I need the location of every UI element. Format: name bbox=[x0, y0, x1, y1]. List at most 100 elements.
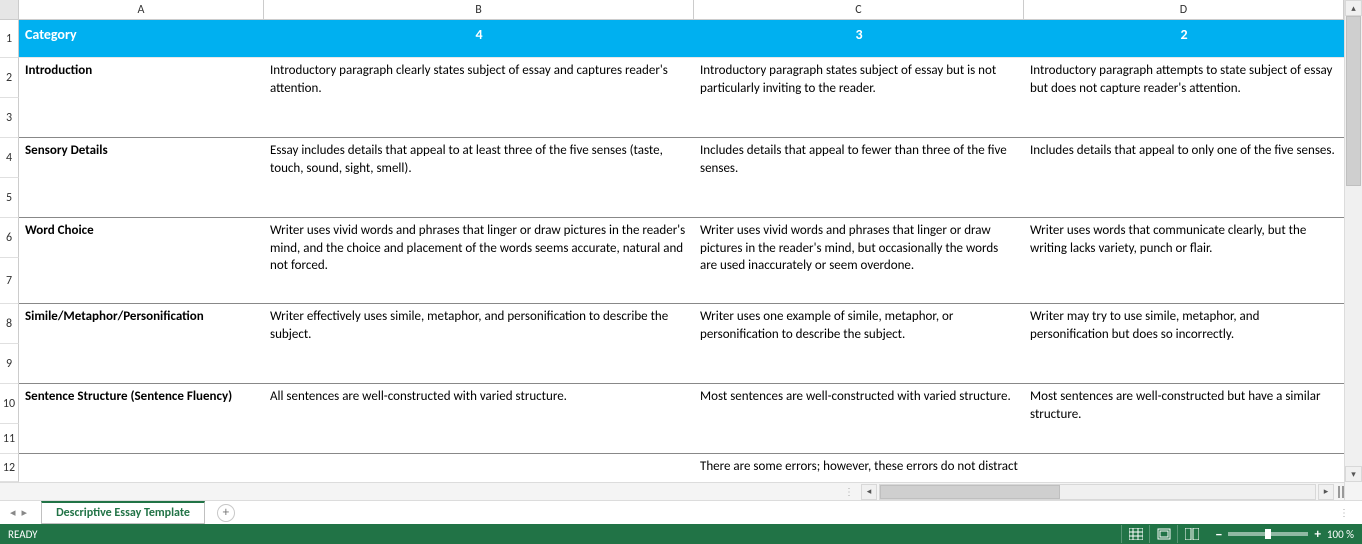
header-score-4[interactable]: 4 bbox=[264, 20, 694, 57]
category-cell[interactable]: Sentence Structure (Sentence Fluency) bbox=[19, 384, 264, 424]
status-ready-label: READY bbox=[8, 528, 1121, 541]
tab-nav-next-icon[interactable]: ▸ bbox=[22, 506, 28, 519]
rubric-cell[interactable]: Essay includes details that appeal to at… bbox=[264, 138, 694, 178]
row-header-5[interactable]: 5 bbox=[0, 178, 19, 218]
rubric-cell[interactable] bbox=[19, 344, 264, 383]
rubric-cell[interactable] bbox=[694, 178, 1024, 217]
column-header-D[interactable]: D bbox=[1024, 0, 1344, 20]
view-normal-button[interactable] bbox=[1121, 525, 1149, 543]
category-cell[interactable]: Sensory Details bbox=[19, 138, 264, 178]
rubric-cell[interactable] bbox=[19, 178, 264, 217]
cells-area[interactable]: Category432IntroductionIntroductory para… bbox=[19, 20, 1344, 482]
view-page-break-button[interactable] bbox=[1177, 525, 1205, 543]
row-header-8[interactable]: 8 bbox=[0, 304, 19, 344]
rubric-cell[interactable] bbox=[19, 258, 264, 303]
hscroll-thumb[interactable] bbox=[880, 485, 1060, 499]
rubric-cell[interactable]: Writer uses one example of simile, metap… bbox=[694, 304, 1024, 344]
table-row: Simile/Metaphor/PersonificationWriter ef… bbox=[19, 304, 1344, 344]
rubric-cell[interactable]: Includes details that appeal to fewer th… bbox=[694, 138, 1024, 178]
rubric-cell[interactable] bbox=[1024, 454, 1344, 482]
rubric-cell[interactable]: Writer may try to use simile, metaphor, … bbox=[1024, 304, 1344, 344]
status-bar: READY − + 100 % bbox=[0, 524, 1362, 544]
header-score-2[interactable]: 2 bbox=[1024, 20, 1344, 57]
table-row: Sensory DetailsEssay includes details th… bbox=[19, 138, 1344, 178]
category-cell[interactable]: Introduction bbox=[19, 58, 264, 98]
header-category[interactable]: Category bbox=[19, 20, 264, 57]
row-header-4[interactable]: 4 bbox=[0, 138, 19, 178]
category-cell[interactable] bbox=[19, 454, 264, 482]
rubric-cell[interactable] bbox=[1024, 178, 1344, 217]
grid-icon bbox=[1129, 528, 1143, 540]
column-header-A[interactable]: A bbox=[19, 0, 264, 20]
sheet-tabs-bar: ◂ ▸ Descriptive Essay Template + ⋮ bbox=[0, 500, 1362, 524]
rubric-cell[interactable] bbox=[19, 424, 264, 453]
row-header-10[interactable]: 10 bbox=[0, 384, 19, 424]
rubric-cell[interactable] bbox=[264, 454, 694, 482]
rubric-cell[interactable] bbox=[1024, 424, 1344, 453]
row-header-9[interactable]: 9 bbox=[0, 344, 19, 384]
row-header-3[interactable]: 3 bbox=[0, 98, 19, 138]
vscroll-down-button[interactable]: ▾ bbox=[1345, 466, 1362, 482]
zoom-control: − + 100 % bbox=[1215, 526, 1354, 543]
hscroll-left-button[interactable]: ◂ bbox=[861, 484, 877, 500]
rubric-cell[interactable]: Includes details that appeal to only one… bbox=[1024, 138, 1344, 178]
rubric-cell[interactable] bbox=[694, 344, 1024, 383]
zoom-in-button[interactable]: + bbox=[1314, 527, 1320, 542]
rubric-cell[interactable] bbox=[264, 258, 694, 303]
rubric-cell[interactable]: Writer effectively uses simile, metaphor… bbox=[264, 304, 694, 344]
zoom-slider-handle[interactable] bbox=[1265, 529, 1271, 539]
add-sheet-button[interactable]: + bbox=[217, 504, 235, 522]
row-header-12[interactable]: 12 bbox=[0, 454, 19, 482]
rubric-cell[interactable]: Introductory paragraph clearly states su… bbox=[264, 58, 694, 98]
rubric-cell[interactable] bbox=[264, 178, 694, 217]
view-page-layout-button[interactable] bbox=[1149, 525, 1177, 543]
vscroll-up-button[interactable]: ▴ bbox=[1345, 0, 1362, 16]
row-header-7[interactable]: 7 bbox=[0, 258, 19, 304]
rubric-cell[interactable] bbox=[694, 98, 1024, 137]
tab-nav-prev-icon[interactable]: ◂ bbox=[10, 506, 16, 519]
hscroll-split-handle[interactable] bbox=[1338, 484, 1344, 500]
rubric-cell[interactable]: Writer uses words that communicate clear… bbox=[1024, 218, 1344, 258]
rubric-cell[interactable]: All sentences are well-constructed with … bbox=[264, 384, 694, 424]
row-header-1[interactable]: 1 bbox=[0, 20, 19, 58]
table-row bbox=[19, 424, 1344, 454]
rubric-cell[interactable] bbox=[694, 424, 1024, 453]
rubric-cell[interactable] bbox=[19, 98, 264, 137]
zoom-out-button[interactable]: − bbox=[1215, 526, 1222, 543]
rubric-cell[interactable] bbox=[1024, 344, 1344, 383]
hscroll-right-button[interactable]: ▸ bbox=[1318, 484, 1334, 500]
category-cell[interactable]: Simile/Metaphor/Personification bbox=[19, 304, 264, 344]
column-header-C[interactable]: C bbox=[694, 0, 1024, 20]
header-score-3[interactable]: 3 bbox=[694, 20, 1024, 57]
rubric-cell[interactable] bbox=[264, 98, 694, 137]
select-all-corner[interactable] bbox=[0, 0, 19, 20]
hscroll-grip-icon[interactable]: ⋮ bbox=[844, 485, 855, 498]
table-row bbox=[19, 344, 1344, 384]
zoom-level-label[interactable]: 100 % bbox=[1327, 528, 1354, 541]
row-header-6[interactable]: 6 bbox=[0, 218, 19, 258]
row-header-11[interactable]: 11 bbox=[0, 424, 19, 454]
category-cell[interactable]: Word Choice bbox=[19, 218, 264, 258]
vscroll-thumb[interactable] bbox=[1346, 16, 1361, 186]
rubric-cell[interactable] bbox=[694, 258, 1024, 303]
rubric-cell[interactable] bbox=[1024, 258, 1344, 303]
rubric-cell[interactable] bbox=[264, 344, 694, 383]
tabs-grip-icon[interactable]: ⋮ bbox=[1339, 506, 1350, 519]
column-header-B[interactable]: B bbox=[264, 0, 694, 20]
hscroll-track[interactable] bbox=[879, 484, 1316, 500]
rubric-cell[interactable]: Introductory paragraph attempts to state… bbox=[1024, 58, 1344, 98]
rubric-cell[interactable]: Writer uses vivid words and phrases that… bbox=[694, 218, 1024, 258]
vscroll-track[interactable] bbox=[1345, 16, 1362, 466]
row-header-2[interactable]: 2 bbox=[0, 58, 19, 98]
rubric-cell[interactable] bbox=[1024, 98, 1344, 137]
rubric-cell[interactable]: Writer uses vivid words and phrases that… bbox=[264, 218, 694, 258]
plus-icon: + bbox=[223, 505, 229, 520]
rubric-cell[interactable]: Introductory paragraph states subject of… bbox=[694, 58, 1024, 98]
zoom-slider[interactable] bbox=[1228, 532, 1308, 536]
table-row bbox=[19, 98, 1344, 138]
sheet-tab-active[interactable]: Descriptive Essay Template bbox=[41, 501, 205, 524]
rubric-cell[interactable]: There are some errors; however, these er… bbox=[694, 454, 1024, 482]
rubric-cell[interactable]: Most sentences are well-constructed with… bbox=[694, 384, 1024, 424]
rubric-cell[interactable]: Most sentences are well-constructed but … bbox=[1024, 384, 1344, 424]
rubric-cell[interactable] bbox=[264, 424, 694, 453]
